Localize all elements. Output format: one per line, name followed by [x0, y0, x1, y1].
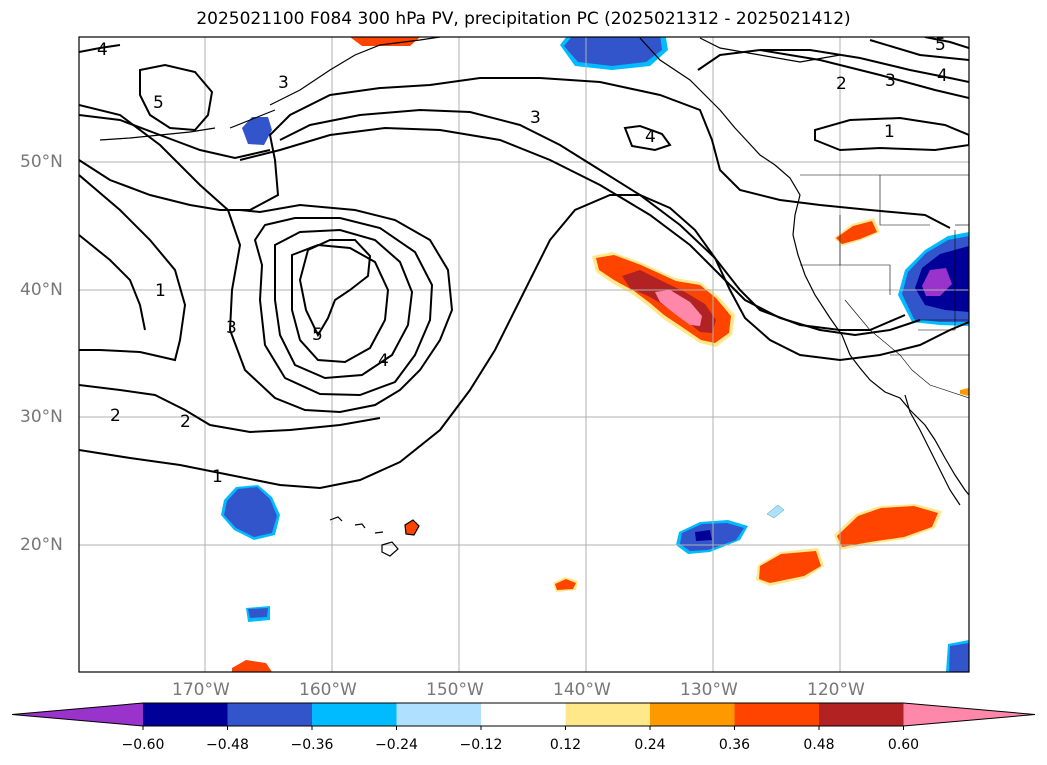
pv-contour-5-center	[298, 239, 372, 338]
lon-label: 160°W	[299, 680, 357, 700]
pv-contour-5-west	[139, 63, 214, 132]
colorbar-tick-label: 0.48	[803, 737, 835, 753]
colorbar-tick-label: −0.12	[459, 737, 503, 753]
contour-label: 2	[836, 74, 847, 94]
contour-label: 3	[278, 73, 289, 93]
pv-contour-4-west	[79, 114, 271, 160]
colorbar-tick-label: −0.48	[206, 737, 249, 753]
contour-label: 5	[935, 35, 946, 55]
colorbar-tick-label: 0.60	[887, 737, 920, 753]
precip-shading	[221, 37, 969, 672]
contour-label: 3	[885, 71, 896, 91]
colorbar	[11, 702, 1036, 730]
contour-label: 4	[378, 351, 389, 371]
pv-contour-3-ne	[760, 49, 969, 83]
colorbar-tick-label: −0.60	[121, 737, 165, 753]
colorbar-swatch	[734, 703, 820, 726]
pv-contour-3-inner	[79, 104, 454, 414]
lon-label: 120°W	[807, 680, 865, 700]
contour-label: 1	[212, 467, 223, 487]
pv-contour-2	[79, 174, 187, 362]
colorbar-swatch	[396, 703, 482, 726]
contour-label: 1	[884, 122, 895, 142]
pv-contour-1-ne	[814, 116, 969, 152]
lat-label: 40°N	[20, 280, 63, 300]
colorbar-swatch	[650, 703, 735, 726]
contour-label: 2	[180, 412, 191, 432]
contour-label: 1	[155, 281, 166, 301]
lon-label: 130°W	[680, 680, 738, 700]
political-borders	[800, 174, 969, 399]
colorbar-swatch	[143, 703, 228, 726]
colorbar-tick-label: 0.12	[549, 737, 582, 753]
colorbar-tick-label: 0.24	[634, 737, 666, 753]
pv-contour-2-ne	[697, 48, 969, 99]
lon-label: 150°W	[426, 680, 484, 700]
colorbar-swatch	[312, 703, 397, 726]
colorbar-swatch	[481, 703, 566, 726]
pv-contours	[79, 37, 969, 490]
lon-label: 140°W	[553, 680, 611, 700]
contour-label: 5	[312, 325, 323, 345]
contour-label: 3	[530, 108, 541, 128]
colorbar-extend-high	[903, 703, 1035, 726]
contour-label: 4	[645, 127, 656, 147]
contour-label: 4	[97, 40, 108, 60]
pv-contour-4-north	[623, 124, 672, 152]
colorbar-tick-label: −0.36	[290, 737, 334, 753]
lon-label: 170°W	[172, 680, 230, 700]
pv-contour-3-main	[79, 77, 951, 229]
map-title: 2025021100 F084 300 hPa PV, precipitatio…	[196, 9, 851, 29]
colorbar-tick-label: −0.24	[375, 737, 418, 753]
lat-label: 30°N	[20, 407, 63, 427]
colorbar-swatch	[819, 703, 904, 726]
lat-label: 50°N	[20, 152, 63, 172]
colorbar-swatch	[565, 703, 651, 726]
lat-label: 20°N	[20, 535, 63, 555]
contour-label-group: 4 5 3 3 4 2 3 4 5 1 1 3 5 4 2 2 1	[97, 35, 948, 487]
contour-label: 3	[226, 318, 237, 338]
colorbar-tick-label: 0.36	[718, 737, 751, 753]
contour-label: 4	[937, 66, 948, 86]
pv-contour-1	[79, 234, 146, 331]
map-frame	[78, 36, 970, 673]
contour-label: 2	[110, 406, 121, 426]
pv-contour-1-south	[79, 194, 969, 490]
colorbar-extend-low	[12, 703, 143, 726]
colorbar-swatch	[227, 703, 313, 726]
contour-label: 5	[153, 93, 164, 113]
